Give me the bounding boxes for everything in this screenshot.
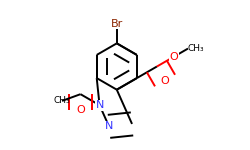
Text: O: O	[76, 105, 85, 115]
Text: Br: Br	[111, 19, 123, 29]
Text: CH₃: CH₃	[54, 96, 70, 105]
Text: CH₃: CH₃	[188, 44, 204, 53]
Text: N: N	[105, 121, 113, 131]
Text: O: O	[170, 52, 178, 62]
Text: N: N	[96, 100, 104, 110]
Text: O: O	[161, 76, 170, 85]
